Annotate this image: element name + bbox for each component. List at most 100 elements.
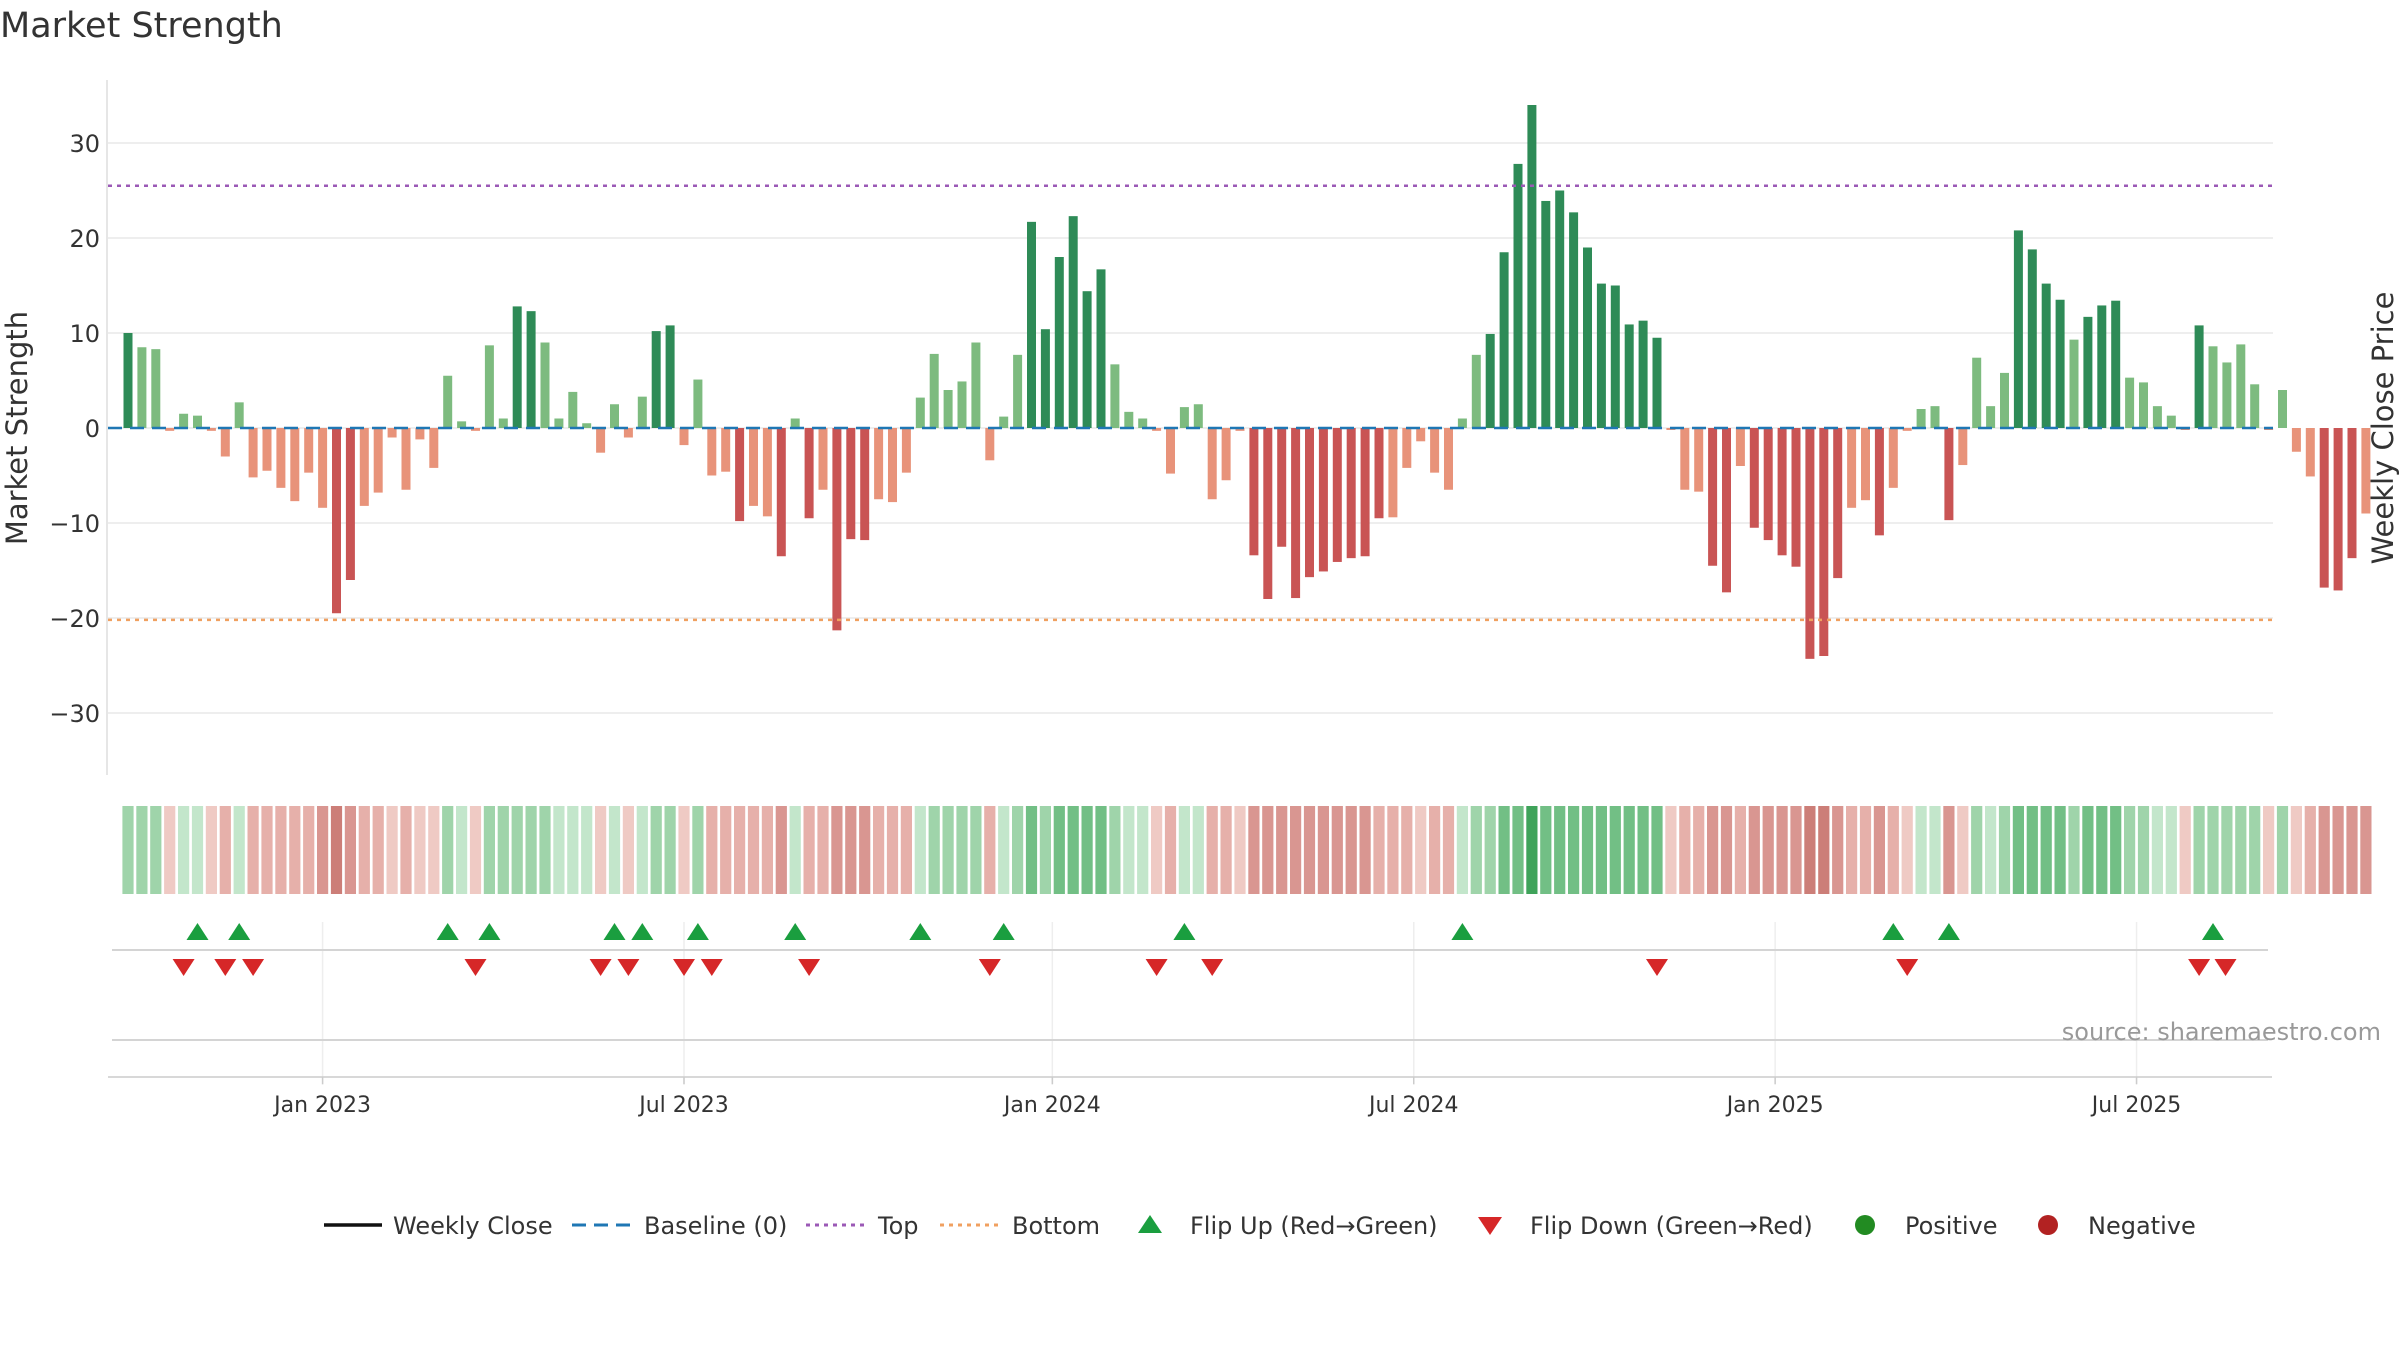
heat-cell <box>1581 806 1594 894</box>
legend-negative-swatch <box>2038 1215 2058 1235</box>
strength-bar <box>1402 428 1412 468</box>
heat-cell <box>1387 806 1399 894</box>
flip-down-marker <box>2188 959 2211 976</box>
strength-bar <box>2250 384 2260 428</box>
strength-bar <box>929 353 939 428</box>
flip-up-marker <box>186 923 209 940</box>
heat-cell <box>970 806 982 894</box>
strength-bar <box>2139 382 2148 428</box>
heat-cell <box>2179 806 2191 894</box>
strength-bar <box>123 333 133 428</box>
heat-cell <box>1123 806 1135 894</box>
heat-cell <box>1081 806 1093 894</box>
heat-cell <box>2304 806 2316 894</box>
strength-bar <box>568 391 578 428</box>
heat-cell <box>1734 806 1746 894</box>
strength-bar <box>721 428 731 472</box>
heat-cell <box>2360 806 2372 894</box>
strength-bar <box>1207 428 1217 500</box>
heat-cell <box>1331 806 1343 894</box>
strength-bar <box>1305 428 1314 578</box>
strength-bar <box>1374 428 1384 519</box>
heat-cell <box>2207 806 2219 894</box>
heat-cell <box>414 806 426 894</box>
strength-bar <box>1888 428 1898 488</box>
strength-bar <box>1944 428 1954 521</box>
strength-bar <box>804 428 814 519</box>
heat-cell <box>581 806 593 894</box>
heat-cell <box>1317 806 1329 894</box>
strength-bar <box>165 428 175 431</box>
flip-down-marker <box>1145 959 1168 976</box>
strength-bar <box>1555 190 1565 428</box>
flip-down-marker <box>1896 959 1919 976</box>
flip-down-marker <box>1201 959 1224 976</box>
strength-bar <box>1527 105 1537 428</box>
flip-up-marker <box>1451 923 1474 940</box>
strength-bar <box>665 325 675 428</box>
flip-down-marker <box>617 959 640 976</box>
heat-cell <box>2165 806 2177 894</box>
heat-cell <box>1290 806 1302 894</box>
flip-down-marker <box>978 959 1001 976</box>
strength-bar <box>1277 428 1287 547</box>
strength-bar <box>2125 377 2135 428</box>
heat-cell <box>1651 806 1663 894</box>
strength-bar <box>1040 329 1050 428</box>
strength-bar <box>1499 252 1509 428</box>
strength-bar <box>262 428 272 471</box>
strength-bar <box>693 379 703 428</box>
heat-cell <box>2096 806 2108 894</box>
strength-bar <box>1847 428 1857 508</box>
strength-bar <box>1972 357 1982 428</box>
strength-bar <box>498 418 508 428</box>
heat-cell <box>775 806 787 894</box>
strength-bar <box>457 421 467 428</box>
strength-bar <box>1708 428 1718 566</box>
heat-cell <box>1637 806 1649 894</box>
heat-cell <box>956 806 968 894</box>
strength-bar <box>1874 428 1884 536</box>
heat-cell <box>386 806 398 894</box>
x-tick-label: Jul 2024 <box>1367 1093 1459 1118</box>
heat-cell <box>303 806 315 894</box>
flip-up-marker <box>436 923 459 940</box>
heat-cell <box>372 806 384 894</box>
vertical-gridlines <box>321 922 2138 1085</box>
heat-cell <box>2332 806 2344 894</box>
heat-cell <box>2235 806 2247 894</box>
heat-cell <box>1776 806 1788 894</box>
heat-cell <box>567 806 579 894</box>
strength-bar <box>137 347 147 428</box>
heat-cell <box>2040 806 2052 894</box>
strength-bar <box>2041 283 2051 428</box>
heat-cell <box>914 806 926 894</box>
heat-cell <box>1887 806 1899 894</box>
heat-cell <box>164 806 176 894</box>
strength-bar <box>651 331 661 428</box>
heat-cell <box>1540 806 1552 894</box>
strength-bar <box>1583 247 1592 428</box>
strength-bar <box>1082 291 1092 428</box>
left-axis-title: Market Strength <box>0 311 34 545</box>
strength-bar <box>471 428 480 431</box>
heat-cell <box>789 806 801 894</box>
heat-cell <box>1234 806 1246 894</box>
heat-cell <box>1456 806 1468 894</box>
legend-flipdown-swatch <box>1478 1217 1502 1235</box>
strength-bar <box>1680 428 1690 490</box>
heat-cell <box>1512 806 1524 894</box>
strength-bar <box>1749 428 1759 528</box>
flip-up-marker <box>228 923 251 940</box>
flip-down-marker <box>172 959 195 976</box>
strength-bar <box>1791 428 1801 567</box>
flip-down-marker <box>589 959 612 976</box>
strength-bar <box>1805 428 1815 659</box>
strength-bar <box>290 428 300 502</box>
heat-cell <box>692 806 704 894</box>
left-tick-label: −30 <box>49 700 100 728</box>
heat-cell <box>1609 806 1621 894</box>
strength-bar <box>1986 406 1996 428</box>
heat-cell <box>664 806 676 894</box>
heat-cell <box>233 806 245 894</box>
